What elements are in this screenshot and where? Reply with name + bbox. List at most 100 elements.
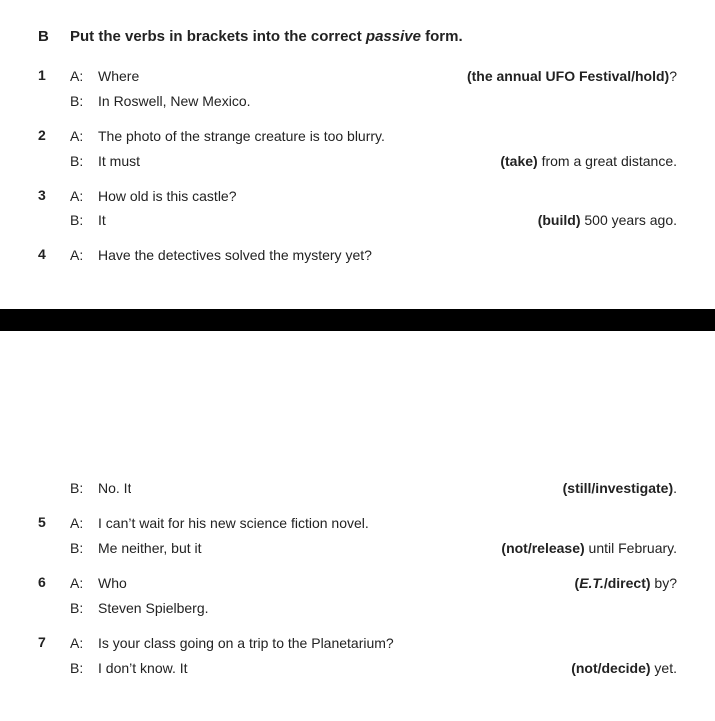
- page-break-band: [0, 309, 715, 331]
- dialog-line: A: Where (the annual UFO Festival/hold)?: [70, 67, 677, 86]
- dialog: B: No. It (still/investigate).: [70, 479, 677, 504]
- line-tail: (build) 500 years ago.: [538, 211, 677, 230]
- line-lead-text: No. It: [98, 479, 131, 498]
- section-letter: B: [38, 28, 52, 45]
- item-number: 4: [38, 246, 52, 271]
- item-number: 5: [38, 514, 52, 564]
- exercise-item: 7 A: Is your class going on a trip to the …: [38, 634, 677, 684]
- exercise-item: B: No. It (still/investigate).: [38, 479, 677, 504]
- line-lead-text: Me neither, but it: [98, 539, 202, 558]
- dialog: A: Have the detectives solved the mystery…: [70, 246, 677, 271]
- dialog-line: B: In Roswell, New Mexico.: [70, 92, 677, 111]
- instruction-italic: passive: [366, 28, 421, 45]
- dialog-line: B: It(build) 500 years ago.: [70, 211, 677, 230]
- line-lead-text: It must: [98, 152, 140, 171]
- item-number: 3: [38, 187, 52, 237]
- speaker-label: B:: [70, 152, 88, 171]
- tail-after-text: from a great distance.: [538, 153, 677, 169]
- line-content: No. It (still/investigate).: [98, 479, 677, 498]
- speaker-label: B:: [70, 539, 88, 558]
- dialog-line: A: Who (E.T./direct) by?: [70, 574, 677, 593]
- speaker-label: B:: [70, 599, 88, 618]
- bracket-hint: (the annual UFO Festival/hold): [467, 68, 669, 84]
- line-lead-text: Who: [98, 574, 127, 593]
- dialog: A: The photo of the strange creature is t…: [70, 127, 677, 177]
- line-lead-text: The photo of the strange creature is too…: [98, 127, 385, 146]
- bracket-hint: (not/decide): [571, 660, 650, 676]
- dialog: A: How old is this castle? B: It(build) 500…: [70, 187, 677, 237]
- line-content: Steven Spielberg.: [98, 599, 677, 618]
- line-content: Have the detectives solved the mystery y…: [98, 246, 677, 265]
- instruction-pre: Put the verbs in brackets into the corre…: [70, 28, 366, 45]
- line-lead-text: How old is this castle?: [98, 187, 237, 206]
- item-number: 7: [38, 634, 52, 684]
- dialog-line: A: Is your class going on a trip to the P…: [70, 634, 677, 653]
- line-content: Me neither, but it (not/release) until Fe…: [98, 539, 677, 558]
- dialog-line: B: No. It (still/investigate).: [70, 479, 677, 498]
- item-number: 2: [38, 127, 52, 177]
- exercise-item: 4 A: Have the detectives solved the myster…: [38, 246, 677, 271]
- dialog: A: Is your class going on a trip to the P…: [70, 634, 677, 684]
- speaker-label: A:: [70, 514, 88, 533]
- dialog: A: Where (the annual UFO Festival/hold)? B:…: [70, 67, 677, 117]
- line-lead-text: Is your class going on a trip to the Pla…: [98, 634, 394, 653]
- speaker-label: B:: [70, 211, 88, 230]
- line-content: The photo of the strange creature is too…: [98, 127, 677, 146]
- speaker-label: A:: [70, 574, 88, 593]
- line-lead-text: Where: [98, 67, 139, 86]
- dialog-line: A: I can’t wait for his new science ficti…: [70, 514, 677, 533]
- item-number: 1: [38, 67, 52, 117]
- line-content: It(build) 500 years ago.: [98, 211, 677, 230]
- items-top: 1 A: Where (the annual UFO Festival/hold)? B…: [38, 67, 677, 271]
- bracket-hint: (take): [500, 153, 537, 169]
- items-bottom: B: No. It (still/investigate). 5 A: I can’t w…: [38, 479, 677, 683]
- exercise-bottom: B: No. It (still/investigate). 5 A: I can’t w…: [0, 451, 715, 721]
- item-number: 6: [38, 574, 52, 624]
- line-tail: (take) from a great distance.: [500, 152, 677, 171]
- line-content: Is your class going on a trip to the Pla…: [98, 634, 677, 653]
- tail-after-text: until February.: [585, 540, 677, 556]
- speaker-label: A:: [70, 67, 88, 86]
- line-lead-text: Steven Spielberg.: [98, 599, 209, 618]
- line-content: I don’t know. It (not/decide) yet.: [98, 659, 677, 678]
- exercise-item: 5 A: I can’t wait for his new science fict…: [38, 514, 677, 564]
- line-content: In Roswell, New Mexico.: [98, 92, 677, 111]
- bracket-hint: (not/release): [501, 540, 584, 556]
- speaker-label: B:: [70, 92, 88, 111]
- bracket-hint: (E.T./direct): [575, 575, 651, 591]
- line-tail: (not/decide) yet.: [571, 659, 677, 678]
- dialog-line: A: How old is this castle?: [70, 187, 677, 206]
- dialog-line: A: Have the detectives solved the mystery…: [70, 246, 677, 265]
- tail-after-text: 500 years ago.: [580, 212, 677, 228]
- exercise-item: 2 A: The photo of the strange creature is …: [38, 127, 677, 177]
- speaker-label: B:: [70, 479, 88, 498]
- dialog-line: A: The photo of the strange creature is t…: [70, 127, 677, 146]
- page-gap: [0, 331, 715, 451]
- dialog-line: B: Steven Spielberg.: [70, 599, 677, 618]
- line-tail: (still/investigate).: [563, 479, 677, 498]
- speaker-label: A:: [70, 127, 88, 146]
- exercise-top: B Put the verbs in brackets into the cor…: [0, 0, 715, 309]
- line-content: How old is this castle?: [98, 187, 677, 206]
- speaker-label: A:: [70, 187, 88, 206]
- dialog-line: B:I don’t know. It(not/decide) yet.: [70, 659, 677, 678]
- dialog-line: B: Me neither, but it (not/release) until …: [70, 539, 677, 558]
- exercise-item: 3 A: How old is this castle? B: It(build) 50…: [38, 187, 677, 237]
- line-content: I can’t wait for his new science fiction…: [98, 514, 677, 533]
- line-tail: (not/release) until February.: [501, 539, 677, 558]
- line-content: Who (E.T./direct) by?: [98, 574, 677, 593]
- dialog: A: I can’t wait for his new science ficti…: [70, 514, 677, 564]
- instruction-post: form.: [421, 28, 463, 45]
- line-tail: (E.T./direct) by?: [575, 574, 677, 593]
- speaker-label: A:: [70, 634, 88, 653]
- line-content: It must (take) from a great distance.: [98, 152, 677, 171]
- line-tail: (the annual UFO Festival/hold)?: [467, 67, 677, 86]
- exercise-header: B Put the verbs in brackets into the cor…: [38, 28, 677, 45]
- tail-after-text: .: [673, 480, 677, 496]
- item-number: [38, 479, 52, 504]
- dialog-line: B: It must (take) from a great distance.: [70, 152, 677, 171]
- line-lead-text: In Roswell, New Mexico.: [98, 92, 251, 111]
- speaker-label: A:: [70, 246, 88, 265]
- line-lead-text: I can’t wait for his new science fiction…: [98, 514, 369, 533]
- line-lead-text: I don’t know. It: [98, 659, 188, 678]
